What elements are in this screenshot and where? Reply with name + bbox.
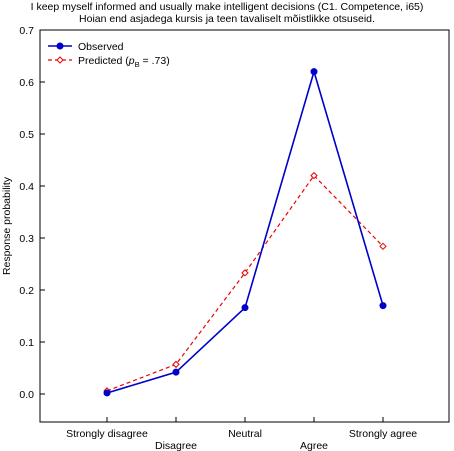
y-tick-label: 0.7 — [19, 25, 34, 37]
x-tick-label: Neutral — [228, 428, 262, 440]
legend-label: Observed — [78, 41, 124, 53]
y-tick-label: 0.2 — [19, 285, 34, 297]
y-tick-label: 0.0 — [19, 389, 34, 401]
y-tick-label: 0.1 — [19, 337, 34, 349]
series-line-observed — [106, 68, 384, 394]
data-point — [172, 360, 180, 369]
x-tick-label: Strongly agree — [349, 428, 417, 440]
data-point — [310, 171, 318, 180]
y-axis: 0.0 0.1 0.2 0.3 0.4 0.5 0.6 0.7 — [19, 25, 45, 401]
data-point — [241, 304, 249, 312]
x-tick-label: Agree — [300, 440, 328, 451]
legend-label: Predicted (pB = .73) — [78, 55, 170, 69]
x-axis: Strongly disagree Disagree Neutral Agree Str… — [66, 417, 417, 451]
data-point — [103, 389, 111, 397]
y-axis-label: Response probability — [1, 176, 13, 275]
legend-swatch-marker — [56, 42, 64, 50]
x-tick-label: Strongly disagree — [66, 428, 148, 440]
series-line-predicted — [106, 174, 384, 392]
series-layer — [103, 68, 387, 397]
chart-subtitle: Hoian end asjadega kursis ja teen tavali… — [79, 13, 375, 25]
x-tick-label: Disagree — [155, 440, 197, 451]
y-tick-label: 0.5 — [19, 129, 34, 141]
data-point — [241, 269, 249, 277]
series-predicted — [103, 171, 387, 395]
data-point — [310, 68, 318, 76]
series-observed — [103, 68, 387, 397]
y-tick-label: 0.3 — [19, 233, 34, 245]
y-tick-label: 0.6 — [19, 77, 34, 89]
chart-title: I keep myself informed and usually make … — [30, 1, 424, 13]
y-tick-label: 0.4 — [19, 181, 34, 193]
plot-frame — [39, 29, 450, 423]
legend-swatch-marker — [56, 56, 64, 64]
data-point — [379, 302, 387, 310]
legend: Observed Predicted (pB = .73) — [48, 41, 170, 69]
data-point — [172, 368, 180, 376]
data-point — [379, 242, 387, 251]
